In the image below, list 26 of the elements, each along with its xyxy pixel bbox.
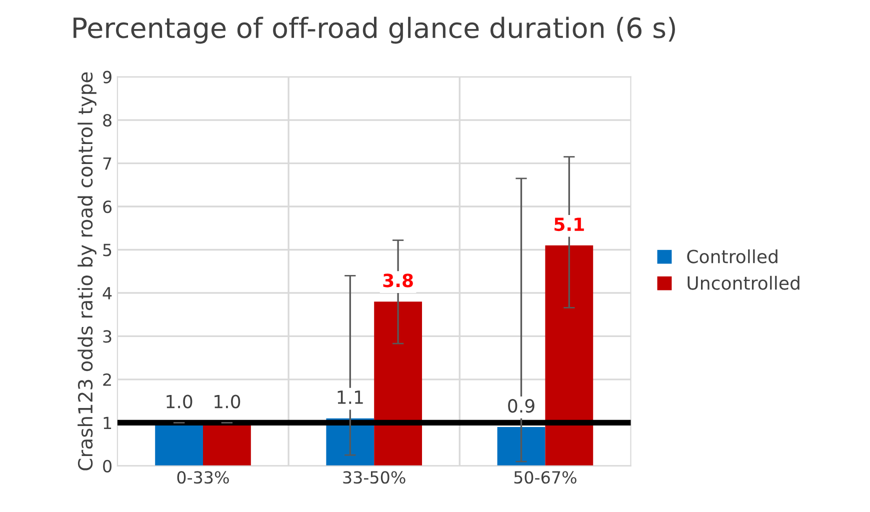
y-tick-label: 3 <box>103 330 112 343</box>
chart-title: Percentage of off-road glance duration (6 s) <box>74 16 675 44</box>
data-label: 5.1 <box>554 218 584 232</box>
bar <box>374 302 422 466</box>
data-label: 1.0 <box>166 394 192 408</box>
bar <box>545 245 594 466</box>
bar <box>497 427 546 466</box>
legend-label: Uncontrolled <box>688 276 800 290</box>
y-tick-label: 4 <box>102 287 112 300</box>
y-tick-label: 7 <box>103 157 112 170</box>
y-tick-label: 9 <box>103 70 112 84</box>
y-tick-label: 8 <box>103 114 112 127</box>
y-tick-label: 1 <box>104 416 112 430</box>
data-label: 1.0 <box>214 394 240 408</box>
y-tick-label: 6 <box>103 200 112 214</box>
x-tick-label: 33-50% <box>343 471 406 484</box>
data-label: 1.1 <box>338 390 363 404</box>
x-tick-label: 0-33% <box>177 471 229 484</box>
y-axis-title: Crash123 odds ratio by road control type <box>78 72 96 470</box>
legend-label: Controlled <box>687 249 778 264</box>
x-tick-label: 50-67% <box>514 471 576 484</box>
data-label: 0.9 <box>508 399 534 413</box>
y-tick-label: 0 <box>103 460 112 472</box>
data-label: 3.8 <box>383 274 413 288</box>
y-tick-label: 2 <box>103 373 111 386</box>
y-tick-label: 5 <box>103 244 112 256</box>
